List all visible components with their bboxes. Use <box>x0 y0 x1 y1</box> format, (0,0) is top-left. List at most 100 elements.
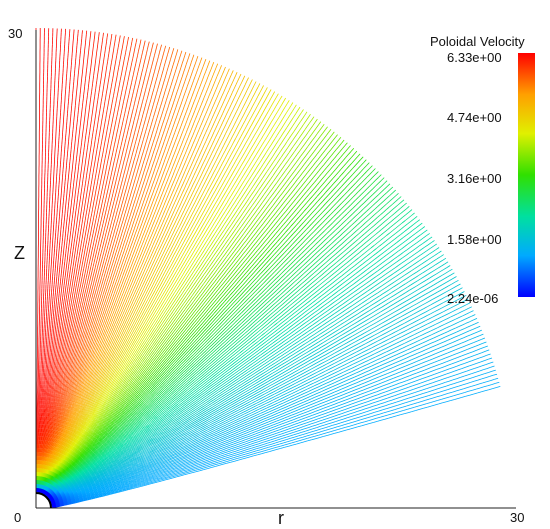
vector-arrow <box>248 402 253 406</box>
vector-arrow <box>325 313 330 317</box>
vector-arrow <box>410 334 415 337</box>
vector-arrow <box>137 470 142 474</box>
vector-arrow <box>374 362 379 365</box>
vector-arrow <box>144 445 149 449</box>
vector-arrow <box>423 250 428 254</box>
vector-arrow <box>158 470 163 473</box>
vector-arrow <box>429 245 434 249</box>
vector-arrow <box>305 432 310 434</box>
vector-arrow <box>264 391 269 395</box>
vector-arrow <box>203 440 208 444</box>
vector-arrow <box>381 312 386 316</box>
vector-arrow <box>338 334 343 338</box>
vector-arrow <box>426 262 431 266</box>
vector-arrow <box>468 338 473 341</box>
vector-arrow <box>201 458 206 461</box>
vector-arrow <box>339 371 344 375</box>
vector-arrow <box>202 428 207 431</box>
vector-arrow <box>238 458 243 461</box>
vector-arrow <box>157 466 162 470</box>
vector-arrow <box>378 342 383 345</box>
vector-arrow <box>308 345 313 349</box>
vector-arrow <box>467 360 472 363</box>
vector-arrow <box>344 304 348 308</box>
vector-arrow <box>426 286 431 290</box>
vector-arrow <box>88 488 93 491</box>
vector-arrow <box>172 461 177 464</box>
vector-arrow <box>404 304 409 307</box>
vector-arrow <box>207 411 212 415</box>
vector-arrow <box>233 384 238 388</box>
vector-arrow <box>119 478 124 481</box>
vector-arrow <box>102 494 107 496</box>
vector-arrow <box>300 356 305 360</box>
vector-arrow <box>471 384 476 387</box>
vector-arrow <box>219 426 224 429</box>
vector-arrow <box>212 431 217 434</box>
vector-arrow <box>196 416 201 419</box>
vector-arrow <box>193 461 198 464</box>
vector-arrow <box>450 315 454 318</box>
vector-arrow <box>390 320 395 323</box>
vector-arrow <box>196 433 201 436</box>
vector-arrow <box>348 297 353 301</box>
vector-arrow <box>194 451 199 454</box>
vector-arrow <box>331 406 336 409</box>
vector-arrow <box>323 366 328 369</box>
vector-arrow <box>266 353 271 357</box>
vector-arrow <box>384 285 389 289</box>
vector-arrow <box>386 252 390 256</box>
vector-arrow <box>217 387 221 391</box>
vector-arrow <box>187 468 192 471</box>
vector-arrow <box>365 407 370 410</box>
vector-arrow <box>392 284 397 288</box>
vector-arrow <box>280 331 284 335</box>
vector-arrow <box>198 428 203 432</box>
vector-arrow <box>220 439 225 442</box>
vector-arrow <box>207 440 212 444</box>
vector-arrow <box>199 406 204 409</box>
vector-arrow <box>290 389 295 392</box>
vector-arrow <box>434 267 439 271</box>
vector-arrow <box>413 271 418 275</box>
vector-arrow <box>437 325 442 329</box>
vector-arrow <box>351 369 356 372</box>
vector-arrow <box>218 447 223 450</box>
vector-arrow <box>317 322 322 326</box>
vector-arrow <box>467 347 472 350</box>
vector-arrow <box>261 377 266 380</box>
vector-arrow <box>373 284 378 288</box>
vector-arrow <box>329 310 333 314</box>
vector-arrow <box>343 342 348 346</box>
vector-arrow <box>202 465 207 467</box>
vector-arrow <box>230 445 235 448</box>
vector-arrow <box>232 438 237 441</box>
vector-arrow <box>284 395 289 398</box>
vector-arrow <box>400 399 405 402</box>
vector-arrow <box>424 356 429 359</box>
vector-arrow <box>176 474 181 476</box>
vector-arrow <box>148 478 153 481</box>
vector-arrow <box>182 467 188 470</box>
vector-arrow <box>321 361 326 364</box>
vector-arrow <box>172 475 177 478</box>
vector-arrow <box>147 442 152 446</box>
vector-arrow <box>394 379 399 382</box>
vector-arrow <box>247 393 252 396</box>
vector-arrow <box>78 484 83 487</box>
vector-arrow <box>91 497 96 500</box>
vector-arrow <box>224 427 229 431</box>
vector-arrow <box>392 261 397 265</box>
vector-arrow <box>470 332 475 336</box>
vector-arrow <box>326 431 331 434</box>
vector-arrow <box>160 478 165 481</box>
vector-arrow <box>437 398 442 401</box>
vector-arrow <box>350 427 355 430</box>
vector-arrow <box>243 432 248 435</box>
vector-arrow <box>324 423 329 426</box>
vector-arrow <box>254 350 259 354</box>
vector-arrow <box>358 282 362 286</box>
vector-arrow <box>242 443 247 446</box>
vector-arrow <box>419 393 424 395</box>
vector-arrow <box>417 386 422 389</box>
